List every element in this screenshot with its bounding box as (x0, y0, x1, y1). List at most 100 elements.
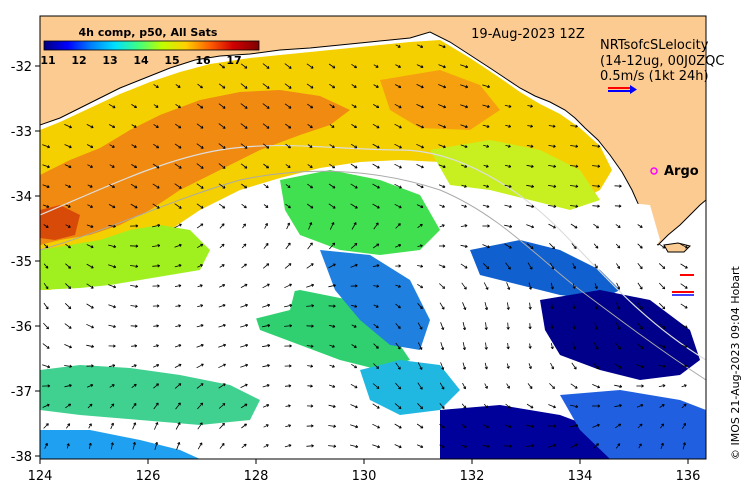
velocity-arrow-head (289, 283, 292, 287)
velocity-arrow-head (178, 383, 182, 387)
velocity-arrow (131, 345, 137, 347)
velocity-arrow-head (331, 222, 335, 225)
velocity-arrow (307, 385, 313, 387)
velocity-arrow (218, 103, 226, 109)
velocity-arrow-head (530, 164, 534, 168)
velocity-arrow-head (244, 403, 248, 407)
velocity-arrow (592, 205, 600, 207)
velocity-arrow (505, 262, 511, 270)
velocity-arrow-head (245, 303, 248, 307)
velocity-arrow (373, 104, 379, 108)
velocity-arrow-head (419, 223, 423, 227)
velocity-arrow (240, 344, 248, 348)
velocity-arrow (284, 444, 292, 448)
velocity-arrow (615, 322, 621, 330)
velocity-arrow-head (463, 307, 467, 311)
velocity-arrow (594, 302, 598, 310)
velocity-arrow (329, 144, 335, 148)
velocity-arrow (416, 423, 424, 429)
velocity-arrow-head (398, 264, 401, 268)
velocity-arrow-head (355, 425, 359, 429)
velocity-arrow (614, 404, 622, 408)
velocity-arrow-head (288, 105, 292, 109)
colorbar-tick-label: 17 (226, 54, 241, 67)
velocity-arrow (637, 263, 643, 269)
velocity-arrow-head (47, 384, 51, 388)
velocity-arrow-head (353, 222, 357, 225)
velocity-arrow-head (333, 424, 336, 428)
velocity-arrow-head (46, 185, 50, 189)
velocity-arrow-head (133, 145, 137, 148)
velocity-arrow (174, 123, 182, 129)
velocity-arrow (87, 164, 93, 168)
colorbar-tick-label: 14 (133, 54, 149, 67)
velocity-arrow-head (68, 325, 72, 329)
velocity-arrow-head (200, 85, 203, 89)
velocity-arrow (130, 305, 138, 307)
velocity-arrow-head (91, 364, 94, 368)
velocity-arrow (483, 282, 489, 290)
velocity-arrow (197, 402, 203, 410)
velocity-arrow-head (486, 124, 490, 128)
velocity-arrow (395, 284, 401, 288)
velocity-arrow (592, 185, 600, 187)
velocity-arrow (328, 63, 336, 69)
velocity-arrow (307, 123, 313, 129)
velocity-arrow-head (419, 326, 423, 330)
velocity-arrow-head (243, 443, 247, 447)
velocity-legend-line-2: (14-12ug, 00J0ZQC (600, 54, 724, 69)
velocity-arrow-head (311, 324, 314, 328)
velocity-arrow (131, 364, 137, 368)
velocity-arrow (154, 442, 158, 450)
velocity-arrow (42, 343, 50, 349)
velocity-arrow-head (639, 286, 643, 290)
velocity-arrow (86, 144, 94, 148)
velocity-arrow (528, 363, 532, 369)
velocity-arrow (394, 444, 402, 448)
velocity-arrow-head (376, 385, 380, 389)
velocity-arrow (263, 204, 269, 208)
sst-navy-east (540, 290, 700, 380)
velocity-arrow (240, 403, 248, 409)
velocity-arrow (263, 424, 269, 428)
velocity-arrow (570, 205, 578, 207)
velocity-arrow-head (442, 285, 446, 289)
velocity-arrow-head (134, 185, 138, 189)
velocity-arrow (615, 342, 621, 350)
velocity-arrow (197, 264, 203, 268)
velocity-arrow-head (420, 85, 424, 89)
velocity-arrow-head (594, 306, 598, 310)
velocity-arrow-head (531, 184, 534, 188)
velocity-arrow (570, 383, 578, 389)
velocity-arrow (174, 383, 182, 389)
velocity-arrow-head (113, 305, 116, 309)
velocity-arrow-head (398, 284, 401, 288)
velocity-arrow (350, 143, 358, 149)
velocity-arrow-head (484, 327, 488, 330)
velocity-arrow-head (376, 165, 380, 169)
velocity-arrow (505, 124, 511, 128)
velocity-arrow-head (575, 144, 579, 148)
velocity-arrow-head (617, 306, 621, 310)
velocity-arrow (505, 164, 511, 168)
velocity-arrow (307, 365, 313, 367)
velocity-arrow (196, 243, 204, 249)
velocity-arrow (285, 405, 291, 407)
velocity-arrow (350, 424, 358, 428)
velocity-arrow-head (90, 125, 94, 129)
velocity-arrow-head (661, 423, 664, 427)
velocity-arrow-head (420, 264, 424, 268)
velocity-arrow-head (375, 85, 379, 88)
velocity-arrow (241, 183, 247, 189)
velocity-arrow-head (420, 44, 424, 48)
velocity-arrow (484, 362, 488, 370)
velocity-arrow (218, 403, 226, 409)
velocity-arrow-head (45, 286, 49, 290)
velocity-arrow-head (442, 165, 446, 169)
velocity-arrow-head (332, 205, 336, 209)
velocity-arrow-head (200, 402, 204, 406)
velocity-arrow (44, 443, 48, 449)
velocity-arrow (86, 244, 94, 248)
velocity-arrow-head (552, 225, 556, 229)
sst-blue-east (470, 240, 620, 300)
